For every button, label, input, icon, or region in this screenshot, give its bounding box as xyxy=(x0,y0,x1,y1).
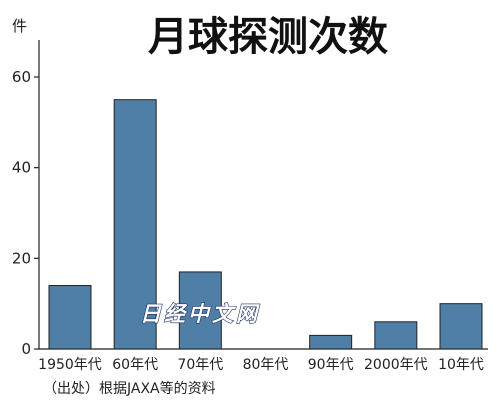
x-labels: 1950年代 60年代 70年代 80年代 90年代 2000年代 10年代 xyxy=(38,357,484,373)
y-axis-unit-label: 件 xyxy=(12,17,27,35)
bar xyxy=(374,321,418,350)
x-category-label: 60年代 xyxy=(112,357,158,373)
y-tick-label: 0 xyxy=(21,340,31,358)
bars xyxy=(48,99,483,350)
x-category-label: 80年代 xyxy=(243,357,289,373)
x-category-label: 10年代 xyxy=(438,357,484,373)
bar xyxy=(48,285,92,350)
x-category-label: 70年代 xyxy=(177,357,223,373)
y-tick-label: 40 xyxy=(12,159,31,177)
bar xyxy=(113,99,157,350)
bar xyxy=(309,334,353,350)
watermark-logo: 日经中文网 xyxy=(140,302,260,326)
source-note: （出处）根据JAXA等的资料 xyxy=(43,380,216,397)
y-tick-label: 20 xyxy=(12,249,31,267)
y-ticks: 0 20 40 60 xyxy=(12,68,39,358)
x-category-label: 2000年代 xyxy=(364,357,428,373)
x-category-label: 1950年代 xyxy=(38,357,102,373)
bar xyxy=(178,271,222,350)
y-tick-label: 60 xyxy=(12,68,31,86)
chart-title: 月球探测次数 xyxy=(148,14,388,60)
x-category-label: 90年代 xyxy=(308,357,354,373)
bar xyxy=(439,303,483,350)
